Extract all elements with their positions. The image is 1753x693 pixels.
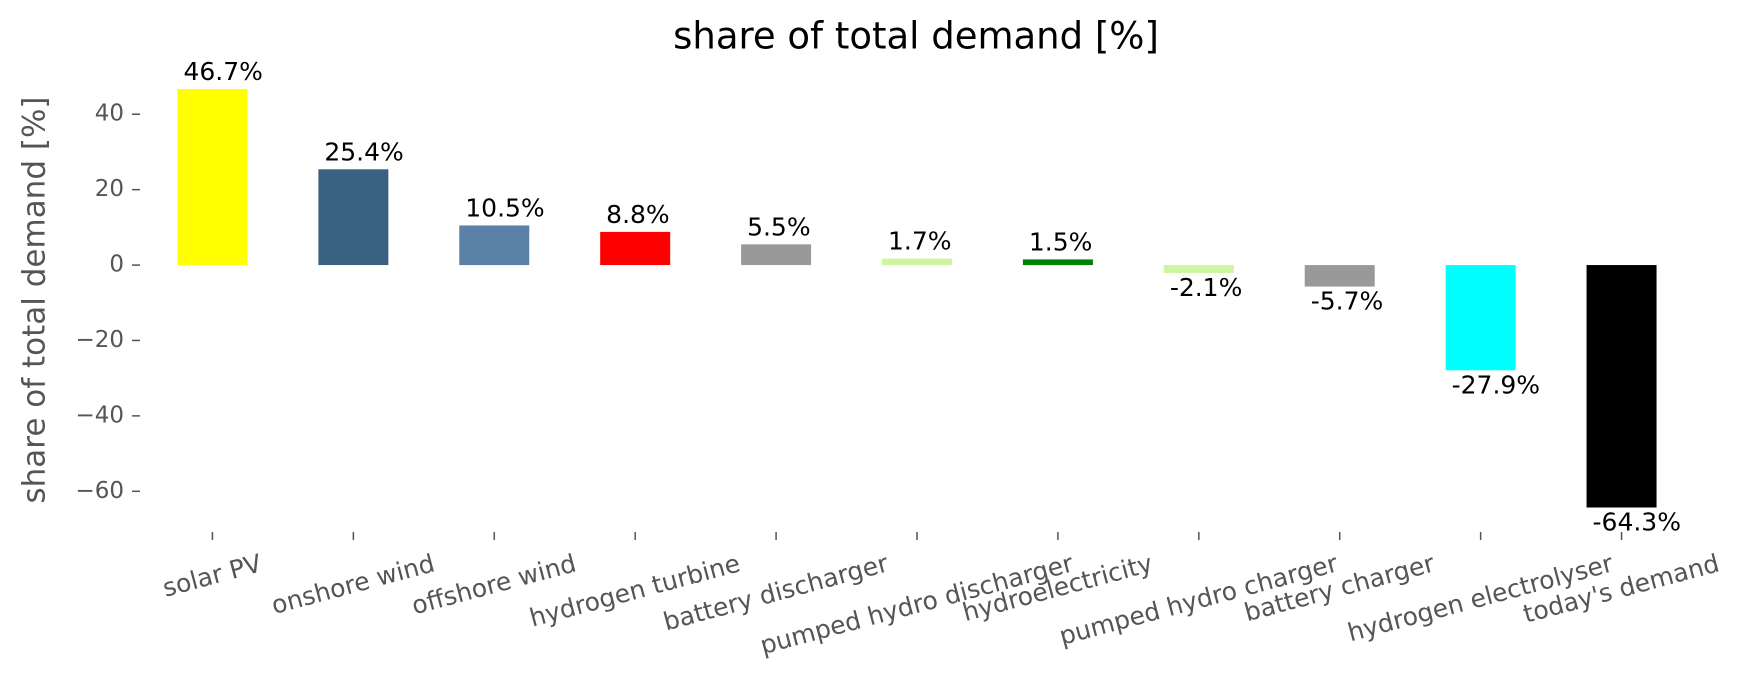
value-label: 1.5%: [1029, 227, 1093, 256]
value-label: 1.7%: [888, 227, 952, 256]
value-label: 10.5%: [465, 193, 544, 222]
chart-title: share of total demand [%]: [673, 15, 1159, 58]
bar: [1163, 265, 1234, 273]
bar: [1586, 265, 1657, 508]
value-label: -2.1%: [1170, 273, 1243, 302]
bar: [318, 169, 389, 266]
bar: [1445, 265, 1516, 371]
value-label: -64.3%: [1593, 508, 1681, 537]
value-label: 8.8%: [606, 200, 670, 229]
value-label: 25.4%: [324, 137, 403, 166]
y-tick-label: 0: [109, 252, 124, 278]
value-label: 46.7%: [183, 57, 262, 86]
bar: [459, 225, 530, 266]
bar: [882, 258, 952, 266]
y-tick-label: −60: [75, 478, 124, 504]
value-label: 5.5%: [747, 212, 811, 241]
bar: [1304, 265, 1375, 287]
bar: [600, 231, 671, 266]
y-axis-label: share of total demand [%]: [17, 96, 53, 503]
y-tick-label: −20: [75, 327, 124, 353]
y-tick-label: 20: [95, 176, 124, 202]
value-label: -27.9%: [1452, 370, 1540, 399]
bar: [177, 88, 248, 266]
y-tick-label: −40: [75, 402, 124, 428]
bar: [741, 244, 812, 266]
x-tick-label: solar PV: [160, 549, 265, 603]
value-label: -5.7%: [1311, 287, 1384, 316]
bar: [1022, 259, 1093, 266]
y-tick-label: 40: [95, 101, 124, 127]
